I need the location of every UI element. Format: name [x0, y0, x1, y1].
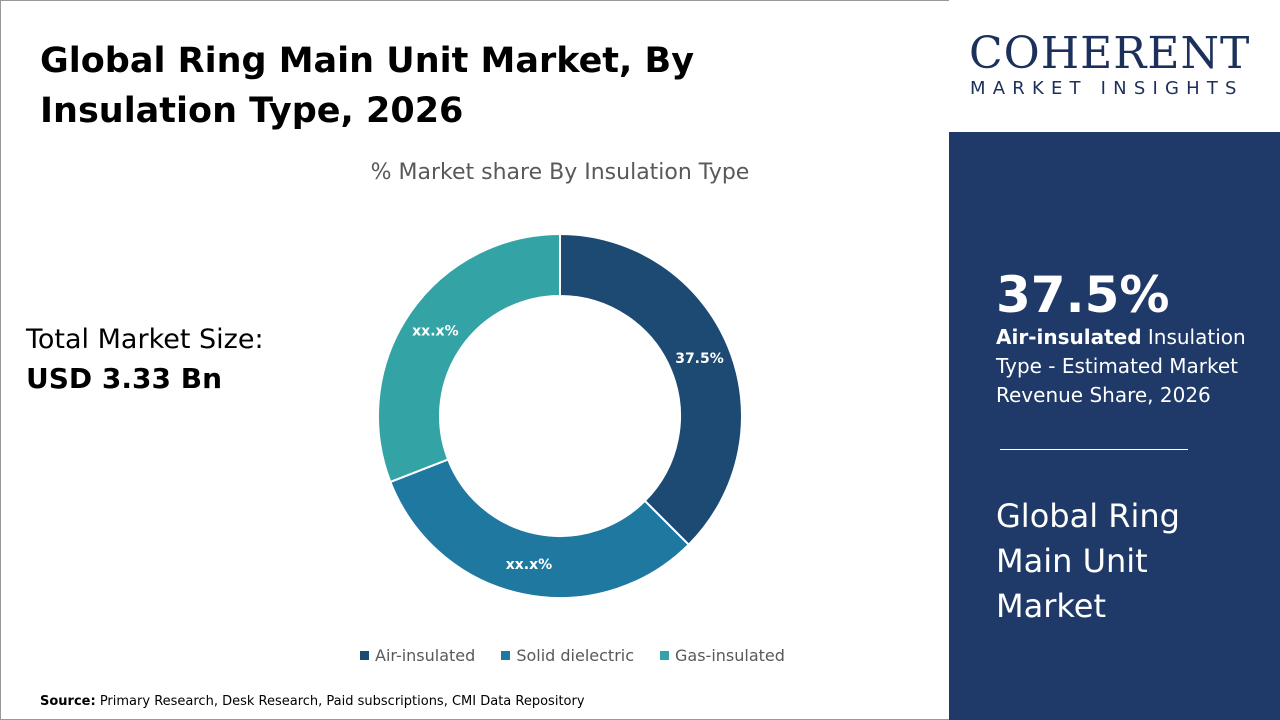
source-note: Source: Primary Research, Desk Research,… — [40, 694, 585, 709]
total-market-label: Total Market Size: — [26, 324, 264, 355]
source-label: Source: — [40, 694, 96, 709]
legend-item-solid-dielectric: Solid dielectric — [501, 646, 634, 665]
highlight-percentage: 37.5% — [996, 266, 1170, 324]
highlight-description: Air-insulated Insulation Type - Estimate… — [996, 323, 1256, 410]
data-label: xx.x% — [506, 557, 552, 573]
chart-legend: Air-insulated Solid dielectric Gas-insul… — [360, 646, 785, 665]
divider — [1000, 449, 1188, 450]
legend-swatch — [501, 651, 511, 660]
page-title: Global Ring Main Unit Market, By Insulat… — [40, 41, 695, 131]
highlight-segment: Air-insulated — [996, 325, 1142, 349]
legend-label: Gas-insulated — [675, 646, 785, 665]
logo-tagline: MARKET INSIGHTS — [970, 78, 1244, 99]
chart-title: % Market share By Insulation Type — [370, 160, 750, 185]
legend-item-gas-insulated: Gas-insulated — [660, 646, 785, 665]
donut-slice-air-insulated — [559, 232, 743, 547]
donut-slice-solid-dielectric — [389, 458, 691, 599]
highlight-text: Insulation Type - Estimated Market Reven… — [996, 325, 1246, 407]
market-name: Global Ring Main Unit Market — [996, 497, 1180, 625]
donut-slice-gas-insulated — [377, 232, 561, 484]
logo-name: COHERENT — [969, 28, 1251, 79]
donut-chart: 37.5% xx.x% xx.x% — [377, 232, 743, 599]
data-label: xx.x% — [412, 324, 458, 340]
source-text: Primary Research, Desk Research, Paid su… — [95, 694, 585, 709]
legend-item-air-insulated: Air-insulated — [360, 646, 475, 665]
legend-label: Air-insulated — [375, 646, 476, 665]
data-label: 37.5% — [675, 351, 724, 367]
side-panel — [949, 132, 1280, 720]
total-market-value: USD 3.33 Bn — [26, 362, 222, 395]
legend-swatch — [360, 651, 369, 660]
legend-swatch — [660, 651, 670, 660]
company-logo: COHERENT MARKET INSIGHTS — [949, 0, 1280, 132]
legend-label: Solid dielectric — [516, 646, 635, 665]
